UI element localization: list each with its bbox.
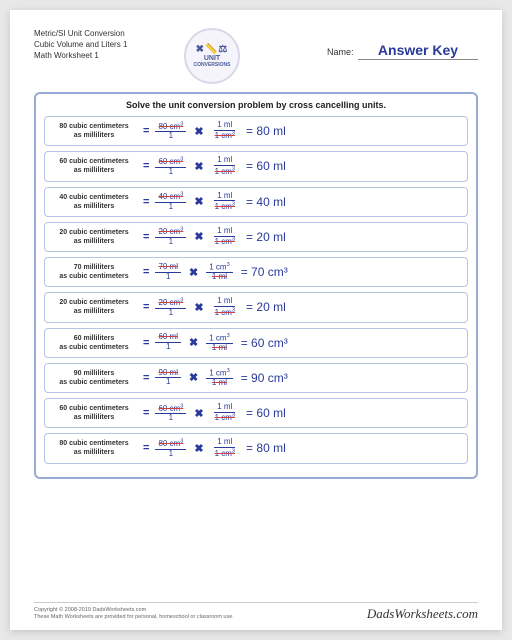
times-icon: ✖ (194, 160, 203, 173)
title-line-2: Cubic Volume and Liters 1 (34, 39, 174, 50)
result: = 60 cm³ (241, 336, 288, 350)
fraction-1: 60 cm3 1 (155, 156, 186, 176)
problem-prompt: 80 cubic centimetersas milliliters (51, 439, 137, 457)
equals-sign: = (143, 372, 149, 384)
result: = 70 cm³ (241, 265, 288, 279)
fraction-1: 80 cm3 1 (155, 438, 186, 458)
problem-prompt: 90 millilitersas cubic centimeters (51, 369, 137, 387)
title-line-3: Math Worksheet 1 (34, 50, 174, 61)
problem-prompt: 60 cubic centimetersas milliliters (51, 157, 137, 175)
problem-prompt: 60 cubic centimetersas milliliters (51, 404, 137, 422)
logo-text-bottom: CONVERSIONS (194, 62, 231, 68)
equals-sign: = (143, 337, 149, 349)
name-label: Name: (327, 47, 354, 57)
times-icon: ✖ (194, 407, 203, 420)
times-icon: ✖ (194, 442, 203, 455)
title-block: Metric/SI Unit Conversion Cubic Volume a… (34, 28, 174, 62)
worksheet-page: Metric/SI Unit Conversion Cubic Volume a… (10, 10, 502, 630)
fraction-2: 1 cm3 1 ml (206, 262, 232, 282)
result: = 90 cm³ (241, 371, 288, 385)
result: = 60 ml (246, 406, 286, 420)
fraction-2: 1 cm3 1 ml (206, 368, 232, 388)
problem-row: 60 millilitersas cubic centimeters = 60 … (44, 328, 468, 358)
header: Metric/SI Unit Conversion Cubic Volume a… (34, 28, 478, 84)
fraction-2: 1 ml 1 cm3 (212, 438, 238, 458)
fraction-2: 1 ml 1 cm3 (212, 297, 238, 317)
problem-row: 20 cubic centimetersas milliliters = 20 … (44, 222, 468, 252)
times-icon: ✖ (194, 301, 203, 314)
title-line-1: Metric/SI Unit Conversion (34, 28, 174, 39)
problem-prompt: 20 cubic centimetersas milliliters (51, 228, 137, 246)
name-value: Answer Key (358, 42, 478, 60)
fraction-1: 20 cm3 1 (155, 227, 186, 247)
fraction-1: 20 cm3 1 (155, 297, 186, 317)
instruction-text: Solve the unit conversion problem by cro… (44, 100, 468, 110)
equals-sign: = (143, 266, 149, 278)
problems-container: 80 cubic centimetersas milliliters = 80 … (44, 116, 468, 464)
result: = 80 ml (246, 124, 286, 138)
fraction-1: 80 cm3 1 (155, 121, 186, 141)
times-icon: ✖ (189, 266, 198, 279)
copyright-line-1: Copyright © 2008-2019 DadsWorksheets.com (34, 607, 234, 614)
unit-conversions-logo: ✖📏⚖ UNIT CONVERSIONS (184, 28, 240, 84)
fraction-2: 1 ml 1 cm3 (212, 403, 238, 423)
problem-prompt: 60 millilitersas cubic centimeters (51, 334, 137, 352)
result: = 20 ml (246, 300, 286, 314)
times-icon: ✖ (189, 336, 198, 349)
problem-row: 90 millilitersas cubic centimeters = 90 … (44, 363, 468, 393)
problem-row: 40 cubic centimetersas milliliters = 40 … (44, 187, 468, 217)
fraction-1: 90 ml 1 (155, 369, 181, 388)
equals-sign: = (143, 442, 149, 454)
copyright: Copyright © 2008-2019 DadsWorksheets.com… (34, 607, 234, 621)
problem-row: 70 millilitersas cubic centimeters = 70 … (44, 257, 468, 287)
result: = 80 ml (246, 441, 286, 455)
times-icon: ✖ (194, 230, 203, 243)
equals-sign: = (143, 160, 149, 172)
logo-icons: ✖📏⚖ (196, 44, 229, 55)
times-icon: ✖ (194, 125, 203, 138)
problem-prompt: 40 cubic centimetersas milliliters (51, 193, 137, 211)
equals-sign: = (143, 196, 149, 208)
logo-text-top: UNIT (204, 55, 220, 62)
problem-prompt: 80 cubic centimetersas milliliters (51, 122, 137, 140)
fraction-2: 1 cm3 1 ml (206, 333, 232, 353)
brand: DadsWorksheets.com (367, 606, 478, 622)
result: = 40 ml (246, 195, 286, 209)
equals-sign: = (143, 231, 149, 243)
equals-sign: = (143, 301, 149, 313)
fraction-1: 70 ml 1 (155, 263, 181, 282)
fraction-1: 40 cm3 1 (155, 192, 186, 212)
name-block: Name: Answer Key (250, 28, 478, 60)
equals-sign: = (143, 125, 149, 137)
footer: Copyright © 2008-2019 DadsWorksheets.com… (34, 602, 478, 622)
fraction-1: 60 ml 1 (155, 333, 181, 352)
problem-row: 60 cubic centimetersas milliliters = 60 … (44, 151, 468, 181)
equals-sign: = (143, 407, 149, 419)
fraction-2: 1 ml 1 cm3 (212, 227, 238, 247)
result: = 60 ml (246, 159, 286, 173)
copyright-line-2: These Math Worksheets are provided for p… (34, 614, 234, 621)
problem-row: 80 cubic centimetersas milliliters = 80 … (44, 116, 468, 146)
fraction-1: 60 cm3 1 (155, 403, 186, 423)
problem-row: 20 cubic centimetersas milliliters = 20 … (44, 292, 468, 322)
result: = 20 ml (246, 230, 286, 244)
times-icon: ✖ (189, 371, 198, 384)
fraction-2: 1 ml 1 cm3 (212, 192, 238, 212)
problem-prompt: 70 millilitersas cubic centimeters (51, 263, 137, 281)
problems-frame: Solve the unit conversion problem by cro… (34, 92, 478, 479)
problem-prompt: 20 cubic centimetersas milliliters (51, 298, 137, 316)
fraction-2: 1 ml 1 cm3 (212, 121, 238, 141)
times-icon: ✖ (194, 195, 203, 208)
problem-row: 60 cubic centimetersas milliliters = 60 … (44, 398, 468, 428)
problem-row: 80 cubic centimetersas milliliters = 80 … (44, 433, 468, 463)
fraction-2: 1 ml 1 cm3 (212, 156, 238, 176)
